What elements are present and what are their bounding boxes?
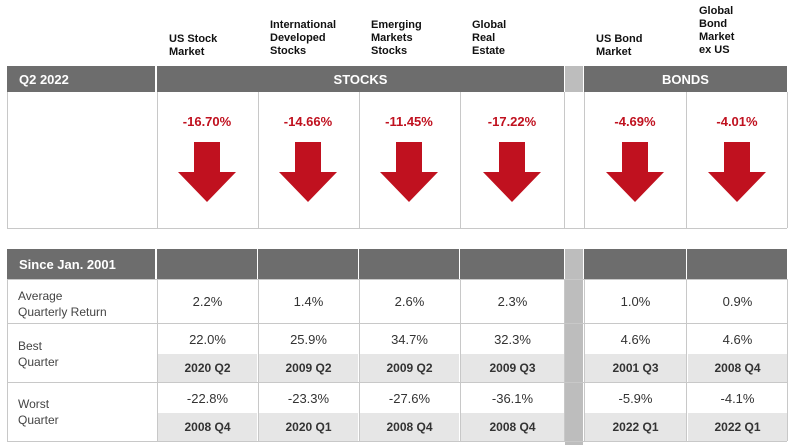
best-quarter: 2020 Q2: [158, 354, 257, 382]
worst-quarter: 2008 Q4: [158, 413, 257, 441]
row-divider: [7, 279, 787, 280]
group-separator: [565, 66, 583, 92]
quarter-return: -14.66%: [283, 114, 333, 129]
best-value: 4.6%: [620, 331, 651, 347]
down-arrow-icon: [708, 142, 766, 202]
since-header-cell: [584, 249, 686, 279]
down-arrow-icon: [606, 142, 664, 202]
since-header-cell: [359, 249, 459, 279]
since-header-cell: [460, 249, 564, 279]
worst-value: -4.1%: [720, 390, 755, 406]
best-quarter: 2001 Q3: [585, 354, 686, 382]
column-header: US Bond Market: [596, 33, 643, 58]
column-divider: [787, 279, 788, 441]
since-label: Since Jan. 2001: [7, 249, 155, 279]
column-divider: [584, 92, 585, 228]
column-divider: [157, 92, 158, 228]
since-header-cell: [258, 249, 358, 279]
column-divider: [564, 279, 565, 441]
best-value: 32.3%: [494, 331, 531, 347]
best-value: 34.7%: [391, 331, 428, 347]
column-divider: [787, 92, 788, 228]
column-divider: [460, 279, 461, 441]
best-value: 25.9%: [290, 331, 327, 347]
left-border: [7, 92, 8, 228]
group-separator: [565, 249, 583, 445]
down-arrow-icon: [380, 142, 438, 202]
bonds-header: BONDS: [584, 66, 787, 92]
column-divider: [359, 279, 360, 441]
column-divider: [157, 279, 158, 441]
since-header-cell: [157, 249, 257, 279]
column-header: Global Real Estate: [472, 19, 507, 57]
down-arrow-icon: [279, 142, 337, 202]
column-header: International Developed Stocks: [270, 19, 337, 57]
column-header: Emerging Markets Stocks: [371, 19, 422, 57]
average-value: 2.2%: [192, 294, 223, 309]
worst-quarter: 2022 Q1: [585, 413, 686, 441]
column-divider: [359, 92, 360, 228]
best-quarter: 2009 Q2: [259, 354, 358, 382]
row-divider: [7, 323, 787, 324]
quarter-return: -4.69%: [614, 114, 656, 129]
down-arrow-icon: [483, 142, 541, 202]
worst-value: -22.8%: [186, 390, 229, 406]
corner: [7, 228, 8, 229]
average-label: Average Quarterly Return: [18, 289, 107, 319]
average-value: 0.9%: [722, 294, 753, 309]
worst-value: -27.6%: [388, 390, 431, 406]
worst-value: -23.3%: [287, 390, 330, 406]
worst-quarter: 2020 Q1: [259, 413, 358, 441]
column-divider: [460, 92, 461, 228]
column-divider: [564, 92, 565, 228]
average-value: 1.4%: [293, 294, 324, 309]
worst-label: Worst Quarter: [18, 397, 59, 427]
average-value: 2.3%: [497, 294, 528, 309]
quarter-return: -16.70%: [182, 114, 232, 129]
best-label: Best Quarter: [18, 339, 59, 369]
best-value: 22.0%: [189, 331, 226, 347]
column-header: US Stock Market: [169, 33, 218, 58]
worst-value: -36.1%: [491, 390, 534, 406]
column-divider: [7, 279, 8, 441]
row-divider: [7, 441, 787, 442]
best-quarter: 2009 Q3: [461, 354, 564, 382]
best-quarter: 2009 Q2: [360, 354, 459, 382]
period-label: Q2 2022: [7, 66, 155, 92]
row-divider: [7, 382, 787, 383]
quarter-return: -4.01%: [716, 114, 758, 129]
worst-value: -5.9%: [618, 390, 653, 406]
section-divider: [7, 228, 787, 229]
column-divider: [258, 92, 259, 228]
quarter-return: -17.22%: [487, 114, 537, 129]
down-arrow-icon: [178, 142, 236, 202]
average-value: 1.0%: [620, 294, 651, 309]
column-divider: [686, 92, 687, 228]
worst-quarter: 2022 Q1: [688, 413, 787, 441]
worst-quarter: 2008 Q4: [461, 413, 564, 441]
column-divider: [584, 279, 585, 441]
stocks-header: STOCKS: [157, 66, 564, 92]
quarter-return: -11.45%: [385, 114, 433, 129]
column-divider: [686, 279, 687, 441]
average-value: 2.6%: [394, 294, 425, 309]
worst-quarter: 2008 Q4: [360, 413, 459, 441]
column-header: Global Bond Market ex US: [699, 5, 735, 56]
since-header-cell: [687, 249, 787, 279]
best-value: 4.6%: [722, 331, 753, 347]
column-divider: [258, 279, 259, 441]
best-quarter: 2008 Q4: [688, 354, 787, 382]
